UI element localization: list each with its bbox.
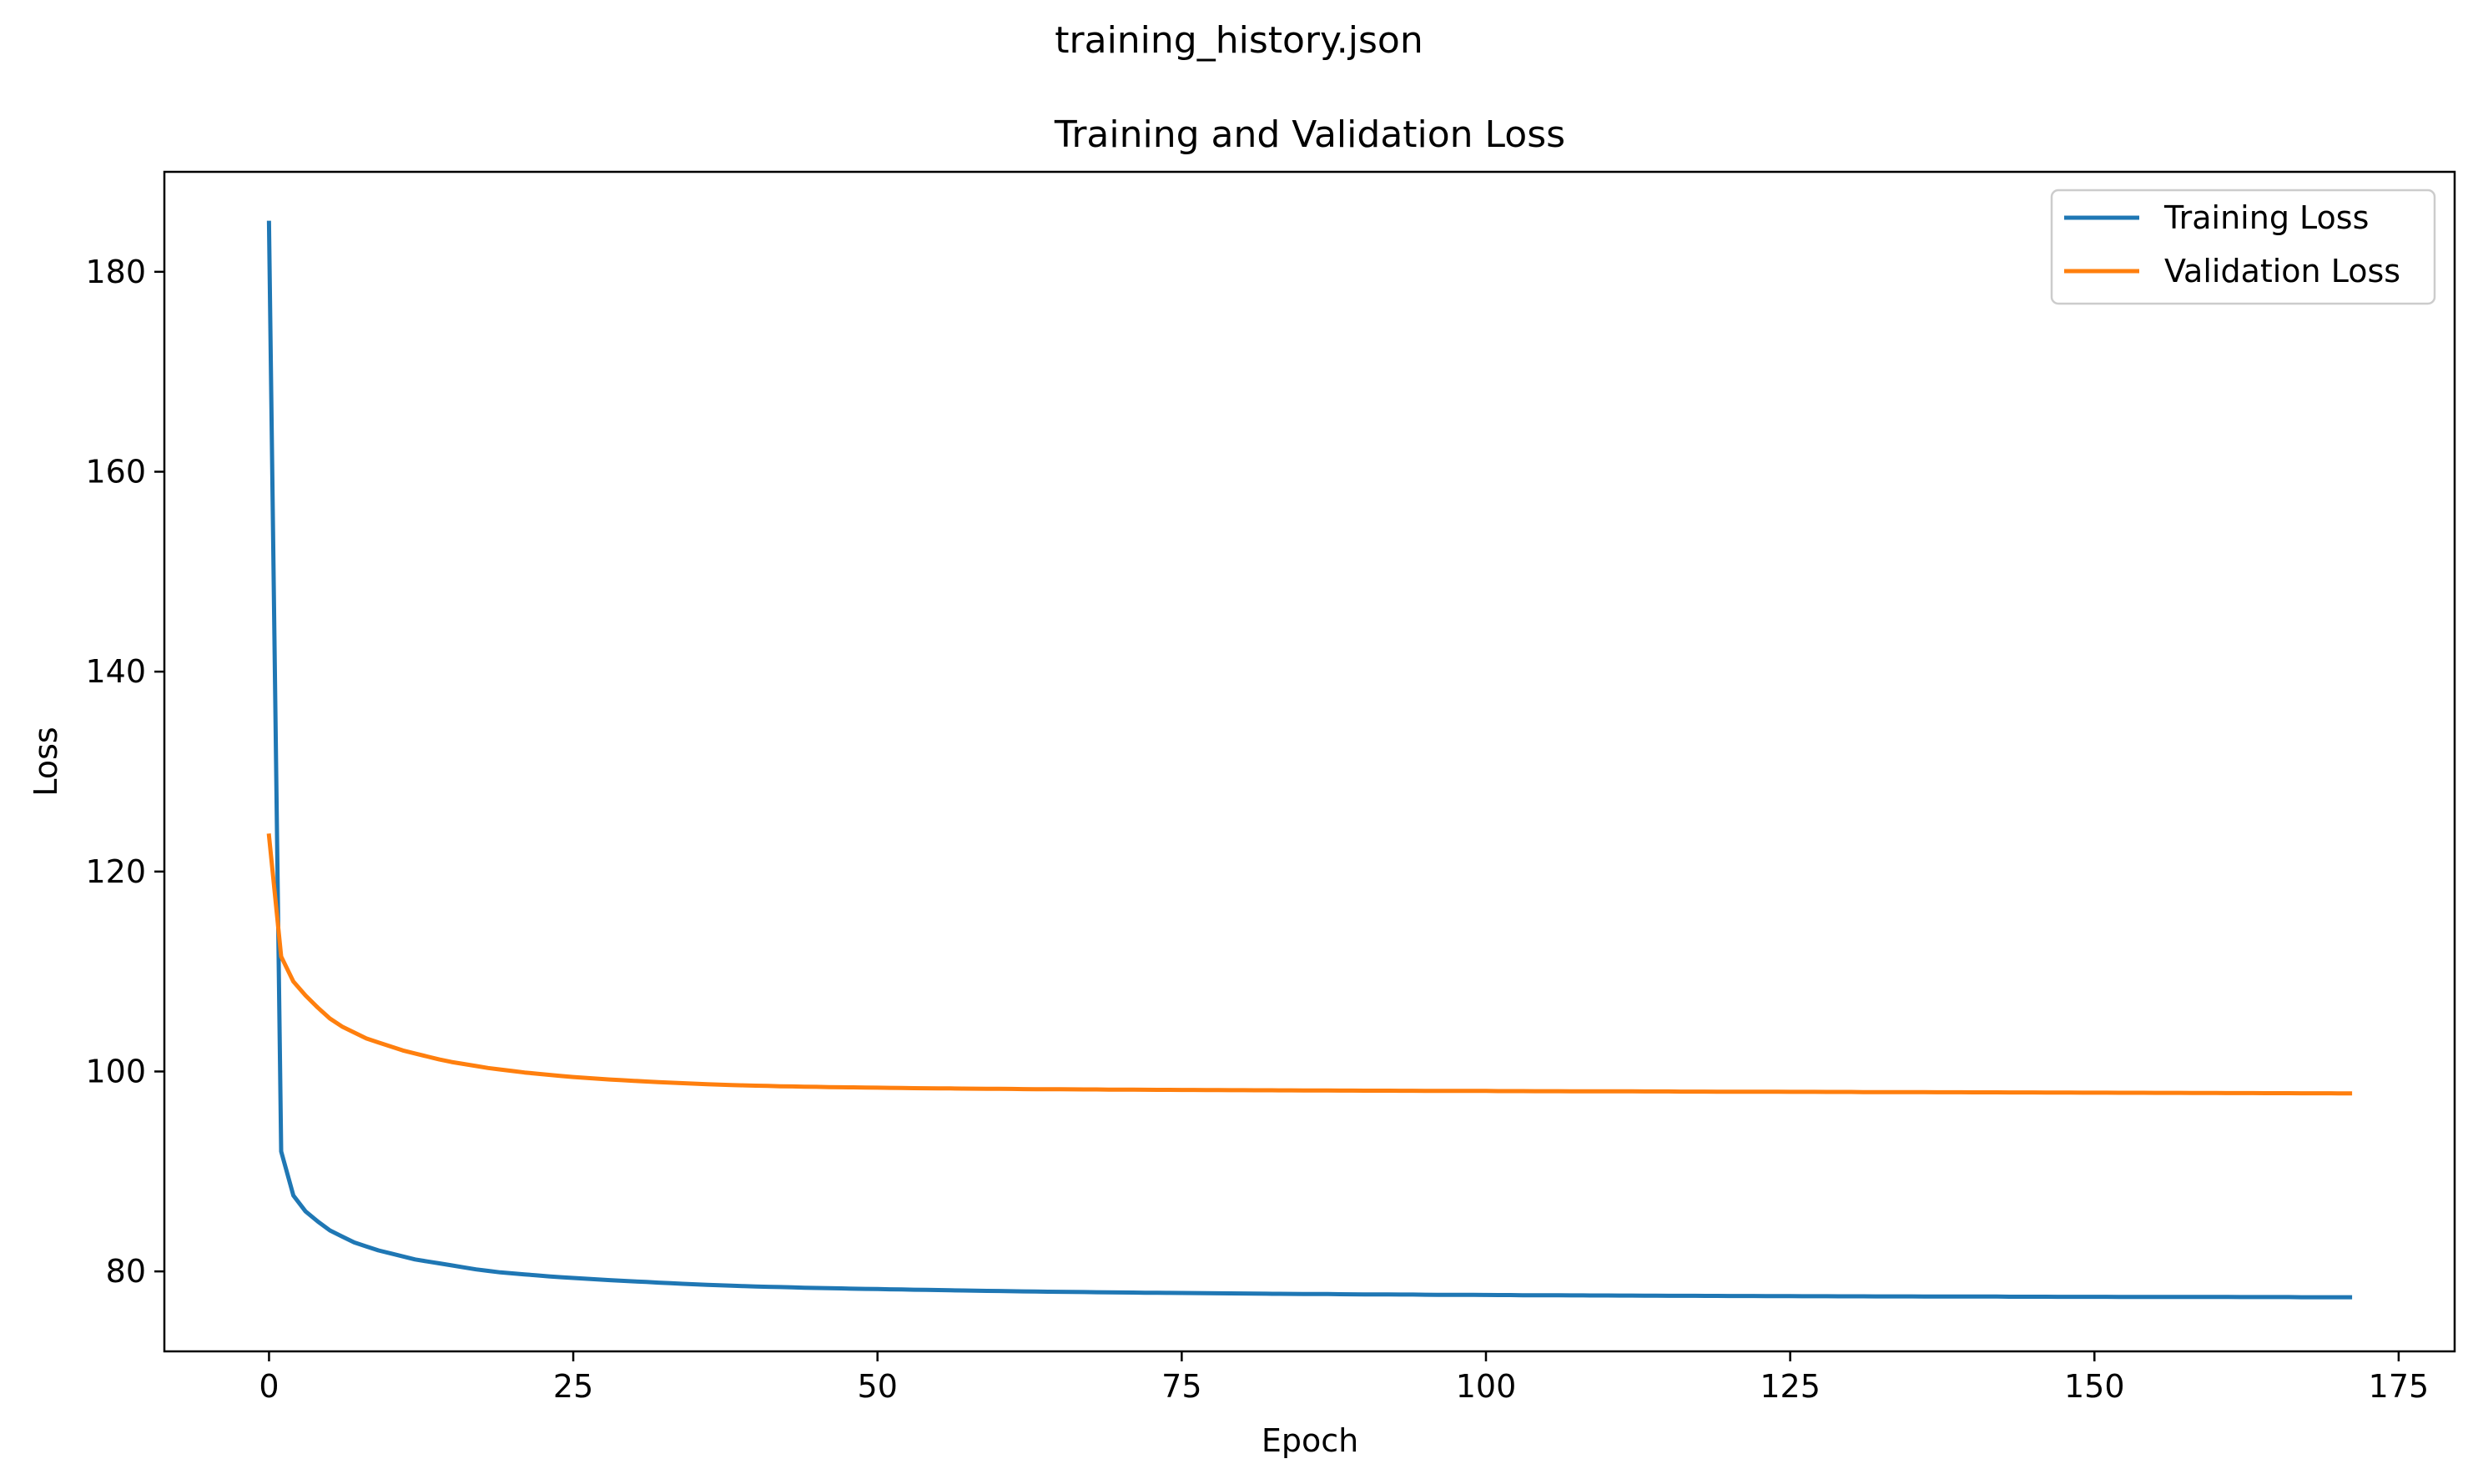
x-tick-label: 150 <box>2064 1368 2125 1405</box>
figure-suptitle: training_history.json <box>1055 19 1423 62</box>
x-tick-label: 75 <box>1161 1368 1201 1405</box>
chart-title: Training and Validation Loss <box>1054 113 1565 156</box>
legend: Training Loss Validation Loss <box>2050 189 2436 305</box>
plot-frame <box>163 170 2456 1353</box>
y-tick-label: 140 <box>85 653 146 690</box>
legend-validation-label: Validation Loss <box>2164 253 2400 289</box>
x-tick-label: 50 <box>858 1368 898 1405</box>
y-axis-label: Loss <box>28 727 64 796</box>
legend-training-label: Training Loss <box>2163 199 2369 236</box>
x-tick-label: 125 <box>1760 1368 1821 1405</box>
x-axis-label: Epoch <box>1262 1422 1358 1459</box>
x-tick-label: 175 <box>2369 1368 2430 1405</box>
y-tick-label: 100 <box>85 1053 146 1089</box>
y-tick-label: 120 <box>85 853 146 890</box>
training-loss-line <box>266 220 2353 1300</box>
legend-frame <box>2050 189 2436 305</box>
y-tick-label: 180 <box>85 254 146 290</box>
x-tick-label: 25 <box>553 1368 593 1405</box>
y-tick-label: 80 <box>106 1253 146 1290</box>
y-tick-label: 160 <box>85 453 146 490</box>
x-tick-label: 100 <box>1456 1368 1517 1405</box>
validation-loss-line <box>266 833 2353 1096</box>
x-tick-label: 0 <box>259 1368 279 1405</box>
